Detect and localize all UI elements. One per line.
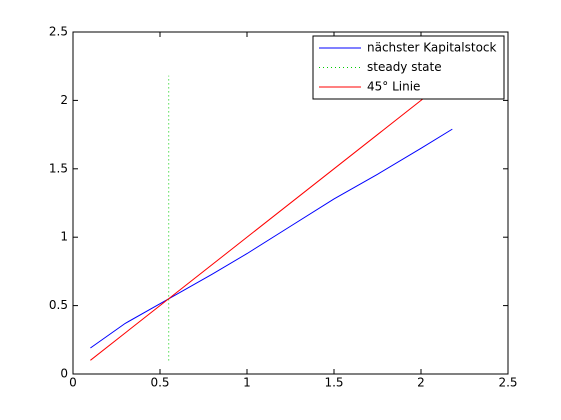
x-tick-label: 2 [417, 376, 425, 390]
y-tick-label: 1.5 [49, 161, 68, 175]
series-line [90, 128, 453, 349]
series-line [90, 75, 453, 361]
y-tick-label: 1 [60, 230, 68, 244]
y-tick-label: 0 [60, 367, 68, 381]
x-tick-label: 1 [243, 376, 251, 390]
x-tick-label: 1.5 [324, 376, 343, 390]
legend-label: nächster Kapitalstock [367, 41, 497, 55]
legend-label: steady state [367, 60, 442, 74]
y-tick-label: 2 [60, 93, 68, 107]
x-tick-label: 0.5 [150, 376, 169, 390]
x-tick-label: 0 [69, 376, 77, 390]
x-tick-label: 2.5 [498, 376, 517, 390]
legend-label: 45° Linie [367, 80, 420, 94]
axes-box [72, 31, 509, 375]
legend-box [312, 35, 505, 100]
y-tick-label: 2.5 [49, 25, 68, 39]
y-tick-label: 0.5 [49, 298, 68, 312]
